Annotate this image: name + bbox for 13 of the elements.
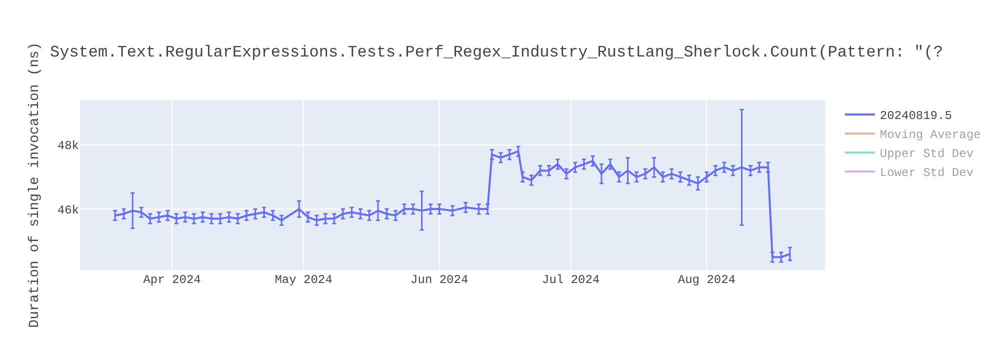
x-tick-label: Apr 2024	[143, 273, 201, 287]
legend-label: Lower Std Dev	[880, 166, 974, 180]
y-tick-label: 46k	[57, 203, 79, 218]
x-tick-label: May 2024	[274, 273, 332, 287]
y-tick-label: 48k	[57, 139, 79, 154]
chart-title: System.Text.RegularExpressions.Tests.Perf_Regex_Industry_RustLang_Sherlock.Count(Pattern: "(?	[50, 44, 943, 62]
x-tick-label: Jun 2024	[410, 273, 468, 287]
legend-label: Moving Average	[880, 128, 981, 142]
x-tick-label: Jul 2024	[542, 273, 600, 287]
y-axis-title: Duration of single invocation (ns)	[26, 42, 43, 328]
legend-label: Upper Std Dev	[880, 147, 974, 162]
x-tick-label: Aug 2024	[678, 273, 736, 287]
legend-label: 20240819.5	[880, 109, 952, 124]
